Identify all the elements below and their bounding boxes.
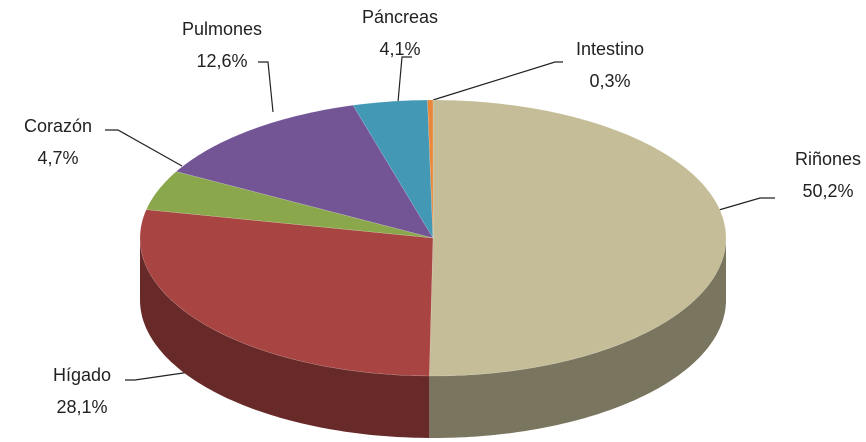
slice: [427, 99, 434, 239]
slice: [352, 99, 434, 239]
slice-value-label: 4,7%: [37, 148, 78, 168]
leader-lines: [105, 56, 775, 381]
slice: [145, 171, 434, 239]
slice-value-label: 28,1%: [56, 397, 107, 417]
slice: [175, 104, 434, 239]
slice-value-label: 0,3%: [589, 71, 630, 91]
slice-label: Corazón: [24, 116, 92, 136]
slice-side: [140, 238, 430, 438]
leader-line: [711, 197, 775, 213]
slice-value-label: 50,2%: [802, 181, 853, 201]
leader-line: [125, 371, 191, 381]
slice-label: Páncreas: [362, 7, 438, 27]
slice-side: [429, 238, 726, 438]
leader-line: [258, 61, 274, 113]
leader-line: [105, 129, 183, 167]
slice: [139, 209, 434, 377]
leader-line: [432, 61, 563, 101]
slice-label: Riñones: [795, 149, 861, 169]
slice-value-label: 12,6%: [196, 51, 247, 71]
slice-value-label: 4,1%: [379, 39, 420, 59]
leader-line: [397, 56, 412, 103]
slice-label: Hígado: [53, 365, 111, 385]
slice-label: Pulmones: [182, 19, 262, 39]
slice: [429, 99, 727, 377]
slice-label: Intestino: [576, 39, 644, 59]
